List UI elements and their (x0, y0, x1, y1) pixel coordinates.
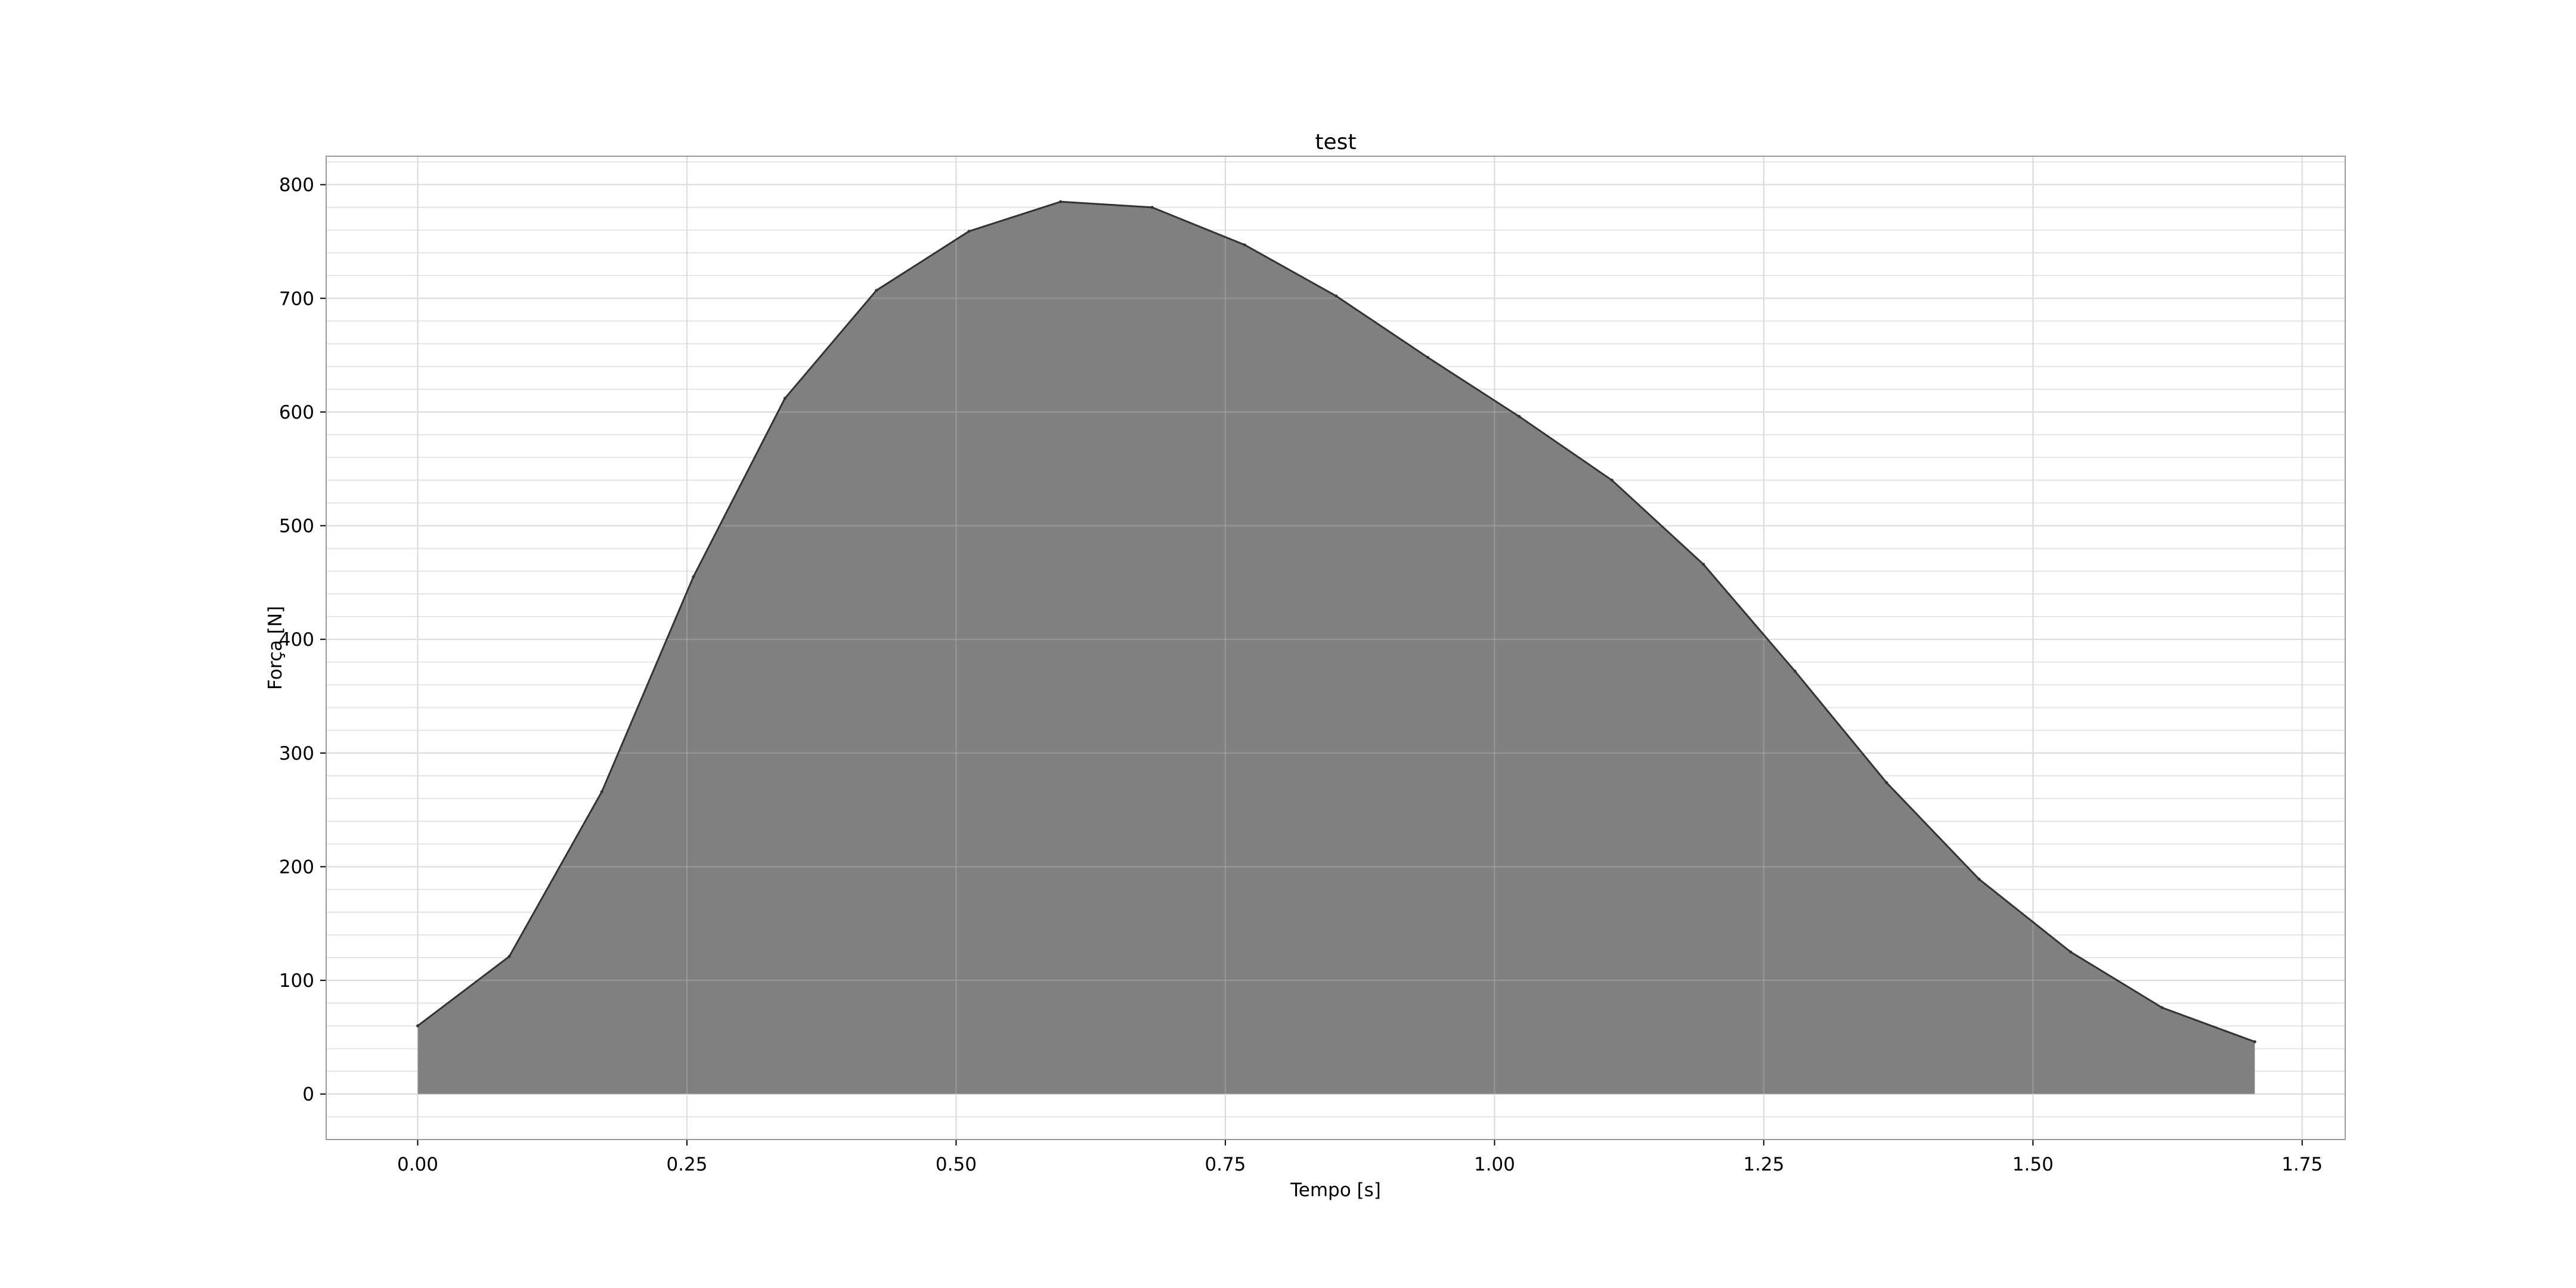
area-fill (417, 202, 2255, 1094)
x-tick-label: 1.50 (2012, 1154, 2054, 1175)
plot-frame (326, 156, 2346, 1140)
x-axis-label: Tempo [s] (1290, 1179, 1381, 1201)
data-point (1059, 200, 1063, 203)
data-point (1335, 294, 1338, 298)
data-point (416, 1024, 419, 1027)
data-point (1243, 243, 1246, 247)
y-tick-label: 800 (279, 175, 314, 196)
x-tick-label: 0.50 (936, 1154, 977, 1175)
y-tick-label: 0 (302, 1084, 314, 1106)
data-point (507, 955, 511, 958)
x-tick-label: 0.75 (1205, 1154, 1246, 1175)
area-series (326, 156, 2345, 1140)
data-point (1977, 877, 1981, 881)
data-point (2253, 1040, 2256, 1044)
data-point (1702, 562, 1705, 566)
data-point (692, 575, 695, 578)
y-tick-label: 600 (279, 402, 314, 423)
y-axis-label: Força [N] (265, 606, 286, 690)
y-tick-label: 400 (279, 629, 314, 651)
data-point (1150, 206, 1154, 209)
data-point (600, 790, 603, 794)
y-tick-label: 200 (279, 856, 314, 878)
chart-title: test (1315, 130, 1356, 154)
data-point (2069, 950, 2073, 953)
data-point (1793, 670, 1797, 673)
x-tick-label: 1.75 (2281, 1154, 2323, 1175)
data-point (1610, 478, 1614, 482)
x-tick-label: 1.00 (1474, 1154, 1515, 1175)
y-tick-label: 300 (279, 743, 314, 764)
data-point (1885, 781, 1888, 784)
axis-ticks: 0 100 200 300 400 500 600 700 800 0.00 0.25 0.50 0.7… (279, 175, 2323, 1175)
data-point (967, 230, 971, 233)
y-tick-label: 700 (279, 288, 314, 309)
y-tick-label: 100 (279, 970, 314, 992)
x-tick-label: 0.25 (666, 1154, 707, 1175)
x-tick-label: 0.00 (397, 1154, 438, 1175)
data-point (2160, 1006, 2164, 1010)
y-tick-label: 500 (279, 516, 314, 537)
data-point (1518, 415, 1521, 419)
data-point (1426, 355, 1429, 359)
data-point (783, 397, 787, 400)
x-tick-label: 1.25 (1743, 1154, 1784, 1175)
data-point (875, 289, 878, 292)
